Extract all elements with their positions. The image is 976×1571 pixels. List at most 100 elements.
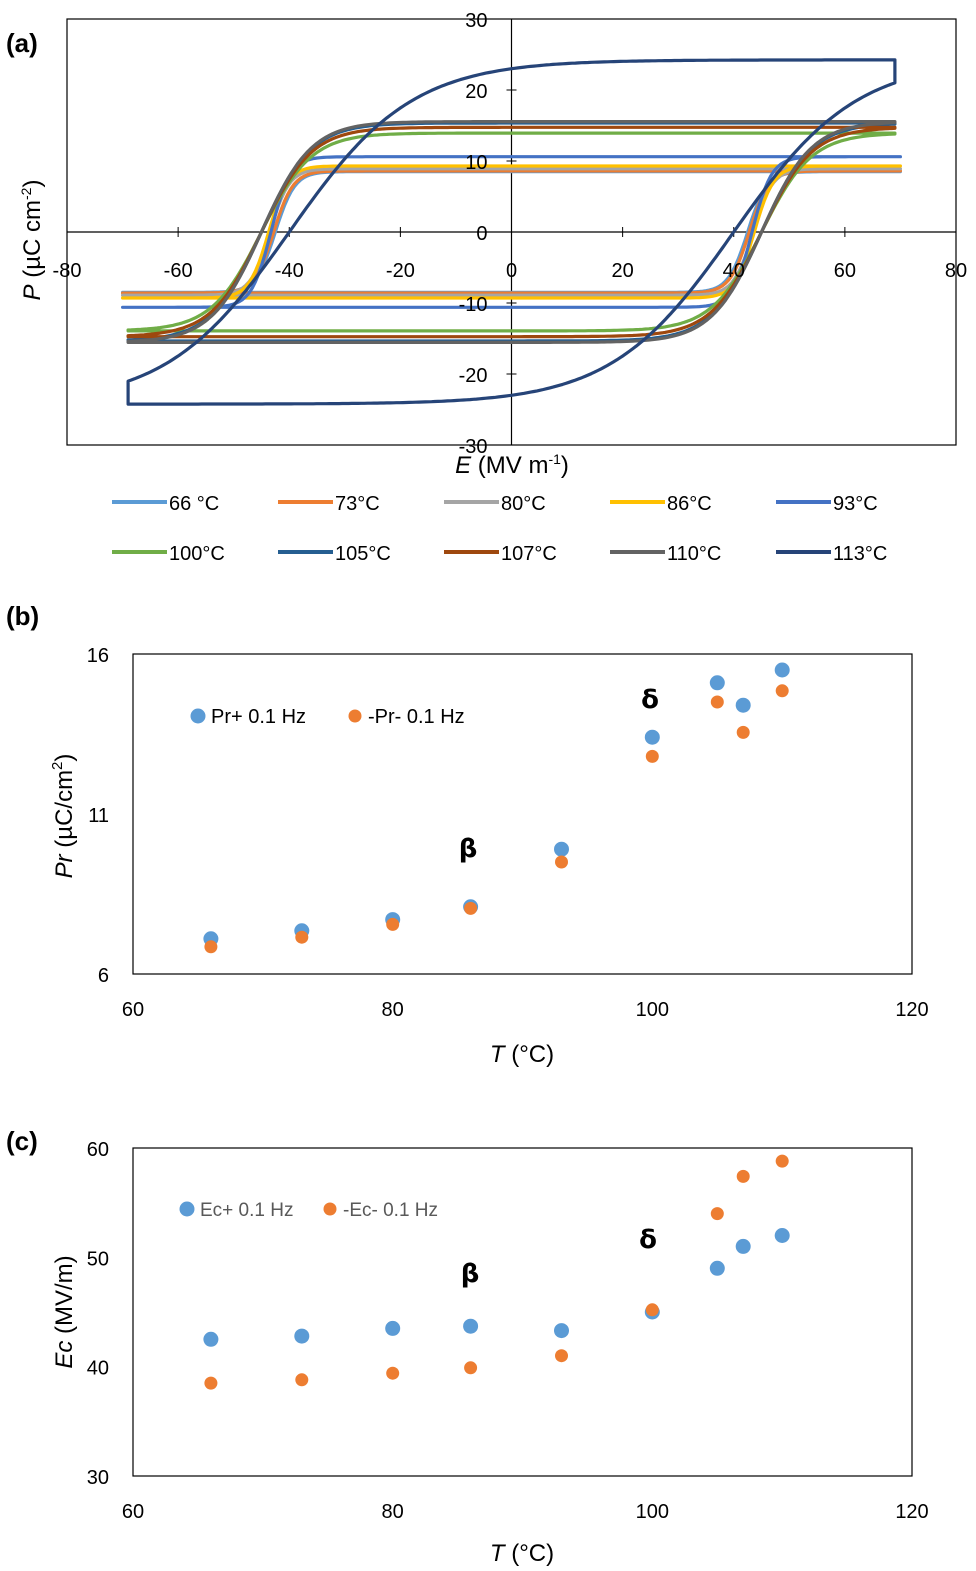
panel-b-xtick-label: 100 (636, 999, 669, 1021)
panel-b-point-s1 (464, 901, 478, 915)
panel-a-loop-7 (126, 125, 897, 339)
panel-c-point-s1 (555, 1349, 568, 1363)
panel-c-point-s1 (386, 1366, 400, 1380)
panel-b-delta-annotation: δ (641, 685, 659, 715)
panel-b-points (203, 662, 790, 954)
panel-a-legend-label: 107°C (501, 543, 557, 565)
panel-a-ytick-label: -10 (459, 294, 488, 316)
panel-c-xtick-label: 100 (636, 1501, 669, 1523)
panel-c-xlabel: T (°C) (490, 1540, 554, 1567)
panel-c-xtick-label: 120 (895, 1501, 928, 1523)
panel-a-xtick-label: -60 (164, 260, 193, 282)
panel-c-delta-annotation: δ (639, 1225, 657, 1255)
panel-b-ytick-label: 6 (98, 965, 109, 987)
panel-b-point-s1 (710, 695, 724, 709)
panel-c-point-s1 (775, 1154, 789, 1168)
panel-a-xlabel: E (MV m-1) (455, 451, 569, 479)
panel-c-legend-marker (179, 1201, 195, 1217)
panel-b-ytick-label: 11 (88, 805, 109, 827)
panel-b-xtick-label: 120 (895, 999, 928, 1021)
panel-a-label: (a) (6, 28, 38, 58)
panel-c-point-s0 (385, 1320, 401, 1336)
panel-c-xtick-label: 80 (382, 1501, 404, 1523)
panel-a-loop-9 (126, 58, 897, 406)
panel-b-legend-marker (348, 709, 362, 723)
panel-c-ytick-label: 40 (87, 1358, 109, 1380)
panel-c-point-s0 (463, 1318, 479, 1334)
panel-a-legend-label: 105°C (335, 543, 391, 565)
panel-c-label: (c) (6, 1126, 38, 1156)
panel-a-xtick-label: -20 (386, 260, 415, 282)
panel-b-legend-label: Pr+ 0.1 Hz (211, 706, 306, 728)
panel-b-point-s1 (204, 940, 218, 954)
panel-c-point-s0 (709, 1260, 725, 1276)
panel-c-points (203, 1154, 790, 1390)
panel-a-loops (121, 58, 902, 406)
panel-b-ytick-label: 16 (87, 645, 109, 667)
panel-c-point-s1 (204, 1376, 218, 1390)
panel-c-point-s1 (710, 1207, 724, 1221)
panel-b-pr-chart: (b) 60 80 100 120 16 11 6 T (°C) Pr (µC/cm2) β… (6, 601, 929, 1068)
panel-b-xtick-label: 60 (122, 999, 144, 1021)
panel-c-beta-annotation: β (461, 1259, 480, 1289)
panel-b-tick-labels: 60 80 100 120 16 11 6 (87, 645, 929, 1021)
panel-a-legend-label: 93°C (833, 493, 878, 515)
panel-a-legend-label: 86°C (667, 493, 712, 515)
panel-b-point-s0 (774, 662, 790, 678)
panel-c-ytick-label: 60 (87, 1139, 109, 1161)
panel-a-loop-5 (126, 131, 897, 333)
panel-b-beta-annotation: β (459, 834, 478, 864)
panel-a-loop-3 (121, 164, 902, 300)
panel-a-xtick-label: 60 (834, 260, 856, 282)
panel-c-xtick-label: 60 (122, 1501, 144, 1523)
panel-a-legend-label: 110°C (667, 543, 721, 565)
panel-b-point-s1 (736, 725, 750, 739)
panel-c-legend-label: Ec+ 0.1 Hz (200, 1200, 293, 1221)
panel-a-ylabel: P (µC cm-2) (18, 180, 46, 301)
panel-a-xtick-label: -40 (275, 260, 304, 282)
panel-a-loop-4 (121, 155, 902, 309)
panel-a-legend-label: 73°C (335, 493, 380, 515)
panel-b-point-s1 (645, 749, 659, 763)
panel-c-legend: Ec+ 0.1 Hz -Ec- 0.1 Hz (179, 1200, 438, 1221)
panel-a-xtick-label: -80 (53, 260, 82, 282)
panel-c-frame (132, 1147, 913, 1477)
panel-c-point-s0 (294, 1328, 310, 1344)
panel-a-legend-label: 100°C (169, 543, 225, 565)
panel-b-frame (132, 653, 913, 975)
panel-b-point-s0 (735, 697, 751, 713)
panel-a-ytick-label: 30 (465, 10, 487, 32)
panel-b-point-s1 (295, 930, 309, 944)
panel-c-point-s1 (464, 1361, 478, 1375)
panel-b-point-s0 (644, 729, 660, 745)
panel-a-legend: 66 °C 73°C 80°C 86°C 93°C 100°C 105°C 107°C 110°… (112, 493, 887, 565)
panel-b-point-s0 (709, 675, 725, 691)
panel-a-tick-labels: -80 -60 -40 -20 0 20 40 60 80 30 20 10 0 -10 -20 -30 (53, 10, 968, 458)
panel-a-legend-label: 80°C (501, 493, 546, 515)
panel-a-xtick-label: 0 (506, 260, 517, 282)
panel-a-hysteresis-chart: (a) -80 -60 -40 -20 0 20 40 60 80 30 20 10 0 -10 -20 -3… (6, 10, 967, 565)
panel-a-xtick-label: 80 (945, 260, 967, 282)
panel-b-xtick-label: 80 (382, 999, 404, 1021)
panel-b-label: (b) (6, 601, 39, 631)
panel-a-loop-1 (121, 169, 902, 295)
panel-a-legend-label: 113°C (833, 543, 887, 565)
panel-c-point-s1 (295, 1373, 309, 1387)
panel-b-legend-marker (190, 708, 206, 724)
panel-a-ytick-label: 20 (465, 81, 487, 103)
panel-c-point-s0 (203, 1331, 219, 1347)
panel-c-legend-label: -Ec- 0.1 Hz (343, 1200, 438, 1221)
panel-c-ytick-label: 50 (87, 1248, 109, 1270)
panel-b-point-s0 (554, 841, 569, 857)
panel-c-ylabel: Ec (MV/m) (51, 1255, 78, 1368)
panel-a-legend-label: 66 °C (169, 493, 219, 515)
panel-a-ytick-label: -20 (459, 365, 488, 387)
panel-b-point-s1 (775, 684, 789, 698)
panel-c-point-s0 (554, 1323, 569, 1339)
panel-c-point-s0 (774, 1228, 790, 1243)
panel-c-ytick-label: 30 (87, 1467, 109, 1489)
panel-c-legend-marker (323, 1202, 337, 1216)
panel-b-ylabel: Pr (µC/cm2) (49, 754, 78, 879)
